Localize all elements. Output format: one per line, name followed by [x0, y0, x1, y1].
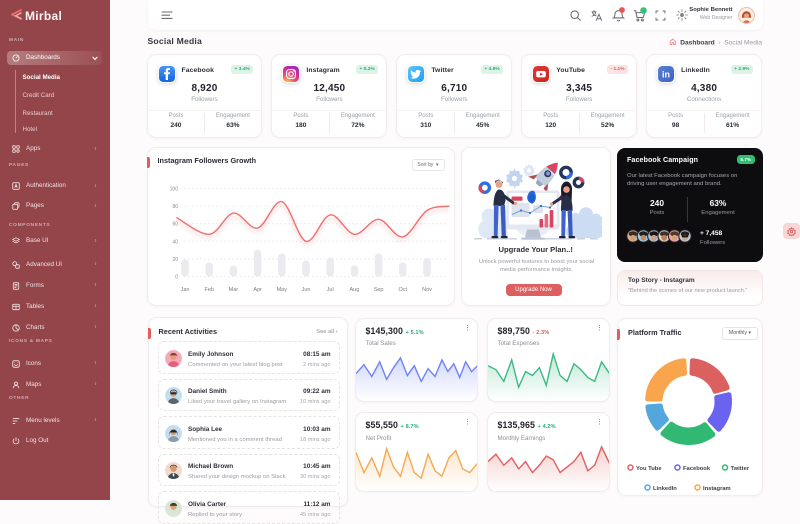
svg-text:60: 60: [172, 221, 178, 227]
svg-text:Mar: Mar: [228, 287, 238, 293]
svg-text:You Tube: You Tube: [636, 465, 662, 471]
svg-text:0: 0: [175, 274, 178, 280]
svg-text:Twitter: Twitter: [731, 465, 750, 471]
svg-text:Jan: Jan: [180, 287, 189, 293]
svg-text:in: in: [662, 69, 670, 79]
svg-text:Oct: Oct: [398, 287, 407, 293]
svg-text:100: 100: [169, 186, 178, 192]
svg-text:Aug: Aug: [349, 287, 359, 293]
svg-text:20: 20: [172, 256, 178, 262]
svg-text:Apr: Apr: [253, 287, 262, 293]
svg-text:Jul: Jul: [326, 287, 333, 293]
svg-text:Feb: Feb: [204, 287, 213, 293]
svg-text:Jun: Jun: [301, 287, 310, 293]
svg-text:40: 40: [172, 239, 178, 245]
svg-text:Instagram: Instagram: [703, 485, 731, 491]
svg-text:Sep: Sep: [373, 287, 383, 293]
svg-text:May: May: [276, 287, 287, 293]
svg-text:80: 80: [172, 204, 178, 210]
svg-text:LinkedIn: LinkedIn: [653, 485, 677, 491]
svg-text:Facebook: Facebook: [683, 465, 711, 471]
svg-text:Nov: Nov: [422, 287, 432, 293]
